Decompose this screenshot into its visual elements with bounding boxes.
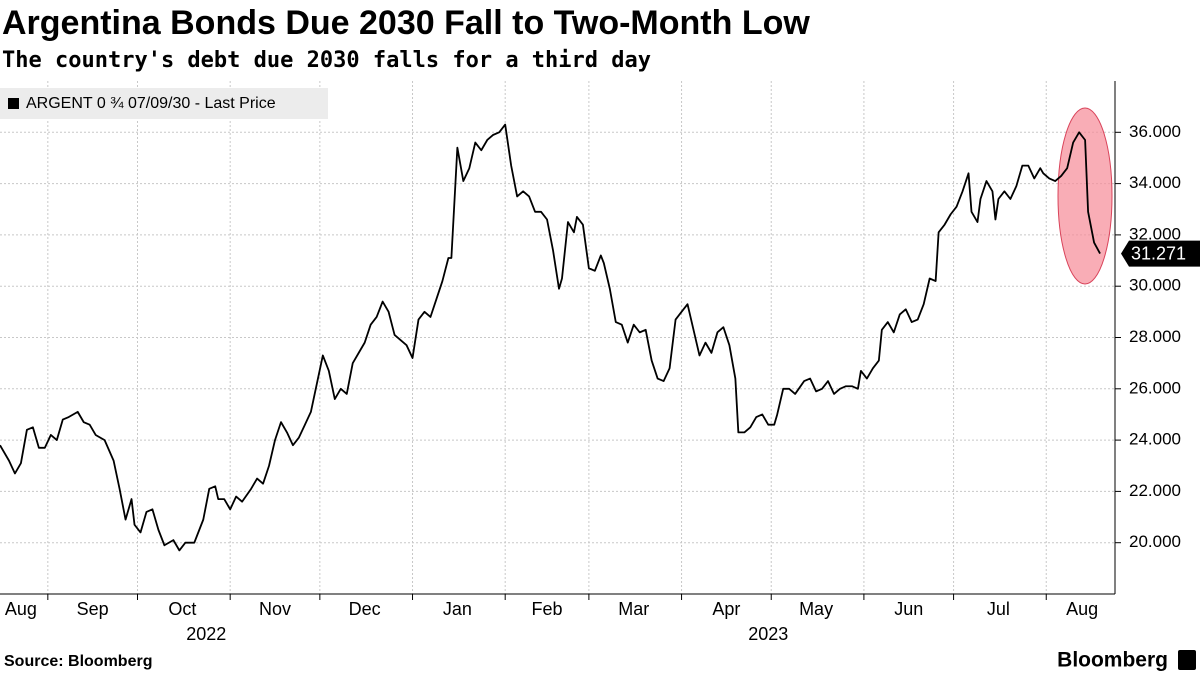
x-tick-label: Aug: [1066, 599, 1098, 619]
year-label: 2023: [748, 624, 788, 644]
x-tick-label: Dec: [349, 599, 381, 619]
x-tick-label: May: [799, 599, 833, 619]
x-tick-label: Apr: [712, 599, 740, 619]
chart-subtitle: The country's debt due 2030 falls for a …: [2, 48, 651, 73]
y-tick-label: 34.000: [1129, 173, 1181, 192]
source: Source: Bloomberg: [4, 653, 152, 670]
overlay: 31.271: [0, 123, 1200, 552]
y-tick-label: 20.000: [1129, 532, 1181, 551]
x-tick-label: Jun: [894, 599, 923, 619]
x-tick-label: Mar: [618, 599, 649, 619]
x-tick-label: Sep: [77, 599, 109, 619]
last-price-label: 31.271: [1131, 243, 1186, 263]
y-tick-label: 24.000: [1129, 430, 1181, 449]
y-tick-label: 28.000: [1129, 327, 1181, 346]
legend-swatch: [8, 98, 19, 109]
x-tick-label: Jul: [987, 599, 1010, 619]
chart-title: Argentina Bonds Due 2030 Fall to Two-Mon…: [2, 4, 810, 42]
x-tick-label: Oct: [168, 599, 196, 619]
legend-box: [0, 88, 328, 119]
plot-area: 20.000 22.000 24.000 26.000 28.000 30.000 32.0…: [0, 81, 1181, 644]
y-tick-label: 22.000: [1129, 481, 1181, 500]
y-tick-label: 32.000: [1129, 224, 1181, 243]
year-label: 2022: [186, 624, 226, 644]
x-tick-label: Nov: [259, 599, 291, 619]
y-tick-label: 30.000: [1129, 276, 1181, 295]
highlight-ellipse: [1057, 107, 1113, 285]
legend-label: ARGENT 0 ¾ 07/09/30 - Last Price: [26, 95, 276, 112]
y-tick-label: 36.000: [1129, 122, 1181, 141]
x-tick-label: Jan: [443, 599, 472, 619]
brand-icon: [1178, 650, 1196, 670]
brand: Bloomberg: [1057, 649, 1168, 672]
last-price-box: [1121, 240, 1200, 267]
y-tick-label: 26.000: [1129, 378, 1181, 397]
price-line: [0, 123, 1101, 552]
x-tick-label: Aug: [5, 599, 37, 619]
x-tick-label: Feb: [532, 599, 563, 619]
